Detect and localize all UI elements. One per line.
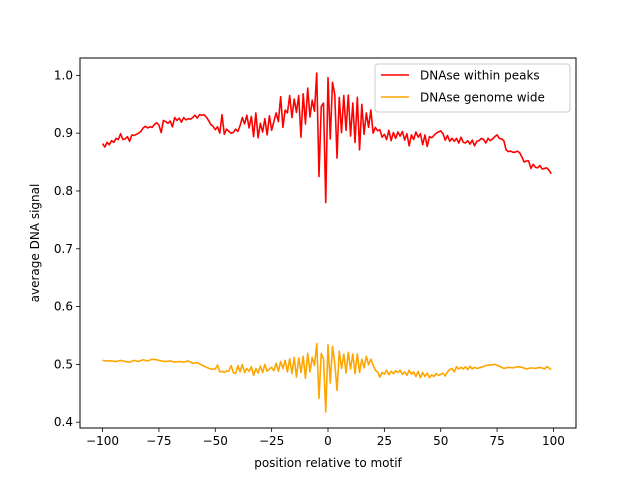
y-axis-label: average DNA signal xyxy=(28,184,42,303)
legend-label-peaks: DNAse within peaks xyxy=(420,69,540,83)
series-line-dnase-within-peaks xyxy=(101,72,552,204)
legend: DNAse within peaks DNAse genome wide xyxy=(374,63,571,113)
y-tick-label: 0.8 xyxy=(54,184,73,198)
x-tick-label: −50 xyxy=(203,434,228,448)
y-tick-label: 0.5 xyxy=(54,357,73,371)
x-tick-label: 50 xyxy=(433,434,448,448)
y-tick-label: 0.7 xyxy=(54,242,73,256)
x-tick-label: 0 xyxy=(324,434,332,448)
y-tick-label: 0.4 xyxy=(54,415,73,429)
x-axis-label: position relative to motif xyxy=(254,456,402,470)
x-tick-label: 75 xyxy=(489,434,504,448)
y-axis: 0.4 0.5 0.6 0.7 0.8 0.9 1.0 xyxy=(54,68,80,429)
legend-label-genome: DNAse genome wide xyxy=(420,91,545,105)
y-tick-label: 0.9 xyxy=(54,126,73,140)
legend-box xyxy=(374,63,571,113)
x-axis: −100 −75 −50 −25 0 25 50 75 100 xyxy=(86,428,565,448)
x-tick-label: −100 xyxy=(86,434,119,448)
x-tick-label: 100 xyxy=(542,434,565,448)
y-tick-label: 1.0 xyxy=(54,68,73,82)
x-tick-label: −75 xyxy=(146,434,171,448)
y-tick-label: 0.6 xyxy=(54,300,73,314)
series-layer xyxy=(101,72,552,413)
x-tick-label: −25 xyxy=(259,434,284,448)
series-line-dnase-genome-wide xyxy=(102,342,552,413)
x-tick-label: 25 xyxy=(377,434,392,448)
